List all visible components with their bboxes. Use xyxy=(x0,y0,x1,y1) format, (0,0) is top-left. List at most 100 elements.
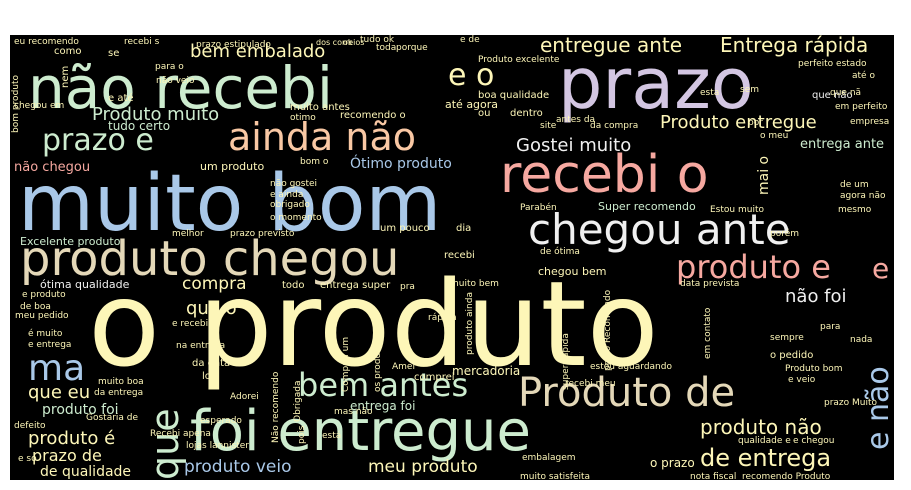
word-cloud-word: produto não xyxy=(700,415,822,439)
word-cloud-word: prazo Muito xyxy=(824,398,878,408)
word-cloud-word: é muito xyxy=(28,328,63,339)
word-cloud-word: Produto de xyxy=(518,370,735,416)
word-cloud-word: que eu xyxy=(28,382,90,403)
word-cloud-word: recebi o xyxy=(500,145,709,205)
word-cloud-word: de ótima xyxy=(540,246,580,257)
word-cloud-word: de qualidade xyxy=(40,464,131,480)
word-cloud-word: e entrega xyxy=(28,340,71,350)
word-cloud-word: os produto xyxy=(373,343,383,392)
word-cloud-word: produto chegou xyxy=(20,231,399,287)
word-cloud-word: entregue ante xyxy=(540,33,682,57)
word-cloud-word: embalagem xyxy=(522,453,576,463)
word-cloud-word: meu pedido xyxy=(15,311,69,321)
word-cloud-word: não gostei xyxy=(270,179,317,189)
word-cloud-word: Super recomendo xyxy=(598,200,696,213)
word-cloud-word: compra xyxy=(182,274,247,294)
word-cloud-word: como xyxy=(54,46,81,57)
word-cloud-word: que nã xyxy=(830,88,861,98)
word-cloud-word: bom produto xyxy=(11,74,21,133)
word-cloud-word: qualidade e xyxy=(738,436,791,446)
word-cloud-word: um pouco xyxy=(380,223,430,234)
word-cloud-word: para xyxy=(820,322,840,332)
word-cloud-word: o pedido xyxy=(770,350,813,361)
word-cloud-word: o meu xyxy=(760,131,788,141)
word-cloud-word: e de xyxy=(460,35,480,45)
word-cloud-word: e veio xyxy=(788,375,816,385)
word-cloud-word: sem xyxy=(740,85,759,95)
word-cloud-word: nada xyxy=(850,335,872,345)
word-cloud-word: não chegou xyxy=(14,160,90,175)
word-cloud-word: na entrega xyxy=(176,341,225,351)
word-cloud-word: estou aguardando xyxy=(590,362,672,372)
word-cloud-word: e produto xyxy=(22,290,66,300)
word-cloud-word: nota fiscal xyxy=(690,472,736,482)
word-cloud-word: tudo ok xyxy=(360,35,395,45)
word-cloud-word: e chegou xyxy=(793,436,835,446)
word-cloud-word: Produto excelente xyxy=(478,55,560,65)
word-cloud-word: em perfeito xyxy=(835,102,888,112)
word-cloud-word: Entrega rápida xyxy=(720,33,868,57)
word-cloud-word: da entrega xyxy=(94,388,143,398)
word-cloud-word: que xyxy=(143,408,187,480)
word-cloud-word: empresa xyxy=(850,117,889,127)
word-cloud-word: se xyxy=(108,48,119,59)
word-cloud-word: super rápida xyxy=(561,333,571,390)
word-cloud-word: prazo Recomendo xyxy=(603,289,613,371)
word-cloud-word: Obrigada xyxy=(293,381,303,422)
word-cloud-word: e até xyxy=(108,92,134,104)
word-cloud-word: muito antes xyxy=(290,102,350,113)
word-cloud-word: e o xyxy=(448,58,494,93)
word-cloud-word: Comprei um xyxy=(341,337,351,392)
word-cloud-word: todo xyxy=(282,280,305,291)
word-cloud-word: foi entregue xyxy=(190,399,531,464)
word-cloud-word: ou xyxy=(478,108,490,119)
word-cloud-word: por xyxy=(748,118,763,128)
word-cloud-word: entrega ante xyxy=(800,137,884,152)
word-cloud-word: da data xyxy=(192,358,230,369)
word-cloud-word: muito bom xyxy=(18,159,441,249)
word-cloud-word: bom o xyxy=(300,157,329,167)
word-cloud-word: produto ainda xyxy=(465,292,475,355)
word-cloud-word: Parabén xyxy=(520,202,557,213)
word-cloud-word: mercadoria xyxy=(452,364,520,378)
word-cloud-word: ainda não xyxy=(228,115,416,159)
word-cloud-word: Ótimo produto xyxy=(350,154,452,172)
word-cloud-word: site xyxy=(540,121,557,131)
word-cloud-word: Gostaria de xyxy=(86,413,139,423)
word-cloud-word: comprei xyxy=(414,372,455,383)
word-cloud-word: produto foi xyxy=(42,402,119,418)
word-cloud-word: entrega foi xyxy=(350,399,415,413)
word-cloud-word: dos correios xyxy=(316,38,364,47)
word-cloud-word: melhor xyxy=(172,229,204,239)
word-cloud-word: porém xyxy=(770,228,799,239)
word-cloud-word: data prevista xyxy=(680,279,739,289)
word-cloud-word: em contato xyxy=(703,307,713,359)
word-cloud-word: prazo xyxy=(558,43,754,125)
word-cloud-word: otimo xyxy=(290,113,316,123)
word-cloud-word: meu produto xyxy=(368,457,478,477)
word-cloud-word: o momento xyxy=(270,213,322,223)
word-cloud-word: ma xyxy=(28,348,85,389)
word-cloud-word: está xyxy=(322,431,341,441)
word-cloud-word: dia xyxy=(456,223,471,234)
word-cloud-word: não veio xyxy=(156,76,195,86)
word-cloud-word: nem xyxy=(60,66,71,88)
word-cloud-word: agora não xyxy=(840,191,886,201)
word-cloud-word: mesmo xyxy=(838,205,872,215)
word-cloud-word: Amei xyxy=(392,362,415,372)
word-cloud-word: boa qualidade xyxy=(478,90,549,101)
word-cloud-word: para o xyxy=(155,62,184,72)
word-cloud-word: não recebi xyxy=(28,54,333,122)
word-cloud-word: dentro xyxy=(510,108,543,119)
word-cloud-word: Estou muito xyxy=(710,205,764,215)
word-cloud-word: da compra xyxy=(590,121,638,131)
word-cloud-word: mai o xyxy=(756,156,772,195)
word-cloud-word: recebi s xyxy=(124,37,160,47)
word-cloud-word: pra xyxy=(400,282,415,292)
word-cloud-word: bem embalado xyxy=(190,41,325,62)
word-cloud-word: o prazo xyxy=(650,456,695,470)
word-cloud-word: porque xyxy=(396,43,428,53)
word-cloud-word: mas não xyxy=(334,407,373,417)
word-cloud-word: e só xyxy=(18,453,37,464)
